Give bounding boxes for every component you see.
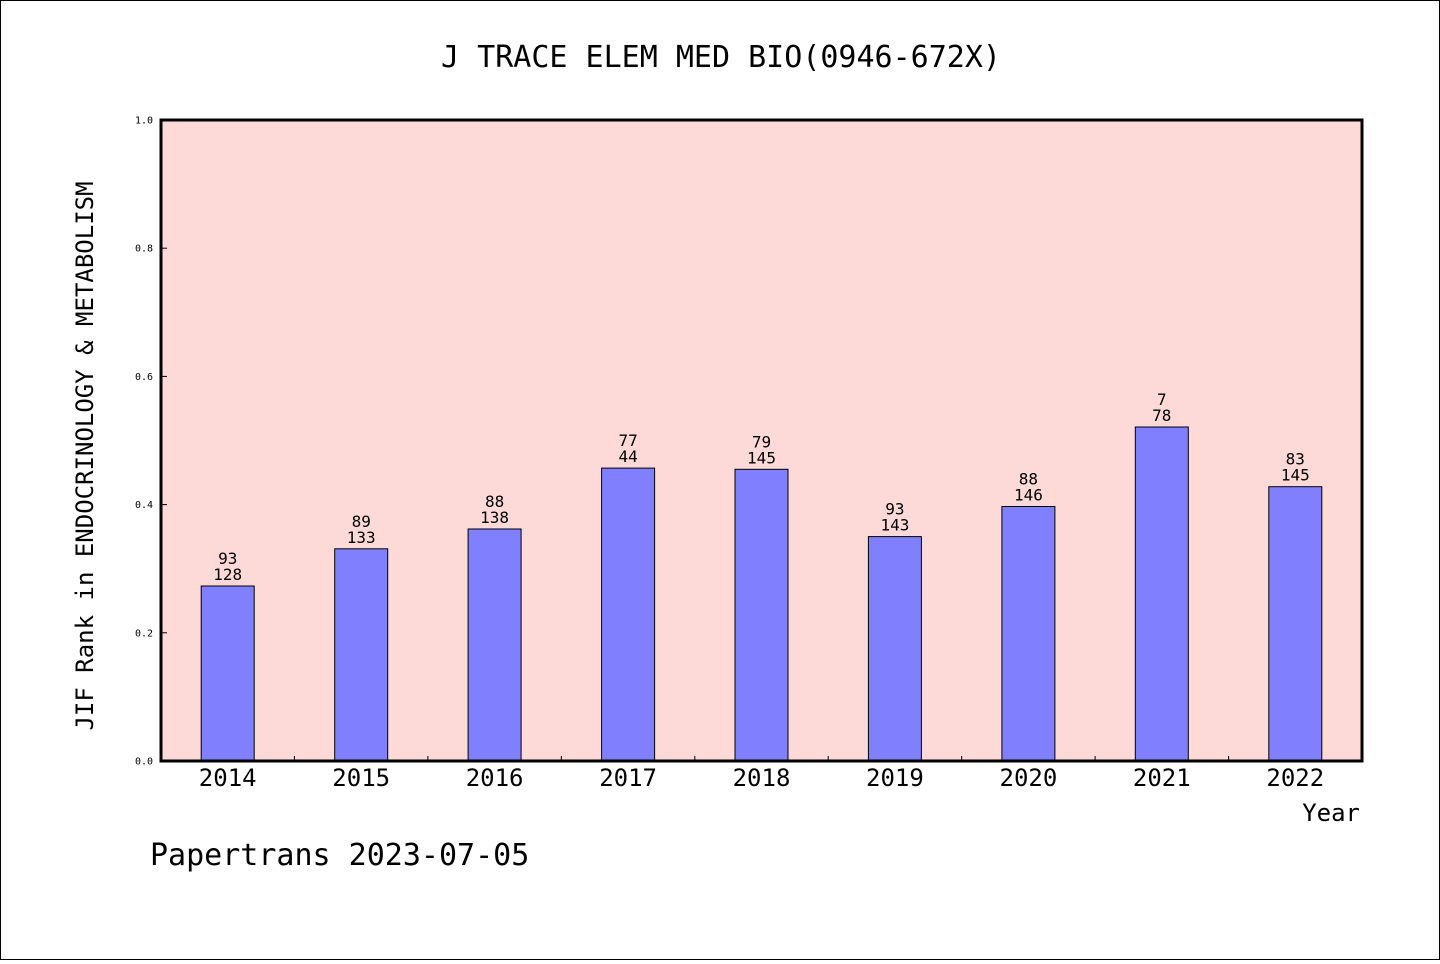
bar-2019 [867, 536, 922, 762]
x-tick-label-2020: 2020 [1000, 764, 1058, 792]
y-tick-label: 0.8 [135, 244, 153, 255]
x-tick-label-2022: 2022 [1266, 764, 1324, 792]
footer-credit: Papertrans 2023-07-05 [150, 838, 529, 873]
x-axis-label: Year [1302, 799, 1360, 827]
bar-2021 [1134, 426, 1189, 762]
bar-labels-group: 9312889133881387744791459314388146778831… [213, 390, 1310, 584]
bar-rank-label-2022: 83 [1286, 450, 1305, 469]
bar-rank-label-2017: 77 [618, 431, 637, 450]
chart-title: J TRACE ELEM MED BIO(0946-672X) [441, 40, 1001, 75]
bars-group [200, 426, 1323, 762]
y-tick-label: 0.4 [135, 500, 153, 511]
x-tick-label-2016: 2016 [466, 764, 524, 792]
x-tick-label-2019: 2019 [866, 764, 924, 792]
bar-total-label-2021: 78 [1152, 406, 1171, 425]
bar-2018 [734, 468, 789, 762]
x-tick-label-2021: 2021 [1133, 764, 1191, 792]
bar-rank-label-2019: 93 [885, 500, 904, 519]
bar-total-label-2015: 133 [347, 528, 376, 547]
y-tick-label: 0.2 [135, 628, 153, 639]
bar-rank-label-2016: 88 [485, 492, 504, 511]
bar-rank-label-2021: 7 [1157, 390, 1167, 409]
x-tick-label-2018: 2018 [733, 764, 791, 792]
bar-2022 [1268, 486, 1323, 762]
bar-rank-label-2015: 89 [352, 512, 371, 531]
y-tick-label: 0.6 [135, 372, 153, 383]
bar-2020 [1001, 506, 1056, 762]
bar-total-label-2017: 44 [618, 447, 637, 466]
x-tick-label-2017: 2017 [599, 764, 657, 792]
bar-total-label-2018: 145 [747, 448, 776, 467]
bar-total-label-2020: 146 [1014, 486, 1043, 505]
x-tick-label-2015: 2015 [332, 764, 390, 792]
bar-2016 [467, 528, 522, 762]
bar-2017 [601, 467, 656, 762]
x-tick-label-2014: 2014 [199, 764, 257, 792]
plot-border [159, 118, 1364, 763]
bar-rank-label-2014: 93 [218, 549, 237, 568]
bar-total-label-2014: 128 [213, 565, 242, 584]
y-tick-label: 0.0 [135, 757, 153, 768]
x-axis: 2014 2015 2016 2017 2018 2019 2020 2021 2022 [199, 756, 1324, 792]
bar-2014 [200, 585, 255, 762]
y-tick-label: 1.0 [135, 116, 153, 127]
bar-total-label-2019: 143 [880, 516, 909, 535]
bar-total-label-2016: 138 [480, 508, 509, 527]
bar-rank-label-2018: 79 [752, 432, 771, 451]
y-axis-label: JIF Rank in ENDOCRINOLOGY & METABOLISM [71, 181, 99, 730]
bar-2015 [334, 548, 389, 762]
bar-total-label-2022: 145 [1281, 466, 1310, 485]
bar-rank-label-2020: 88 [1019, 470, 1038, 489]
